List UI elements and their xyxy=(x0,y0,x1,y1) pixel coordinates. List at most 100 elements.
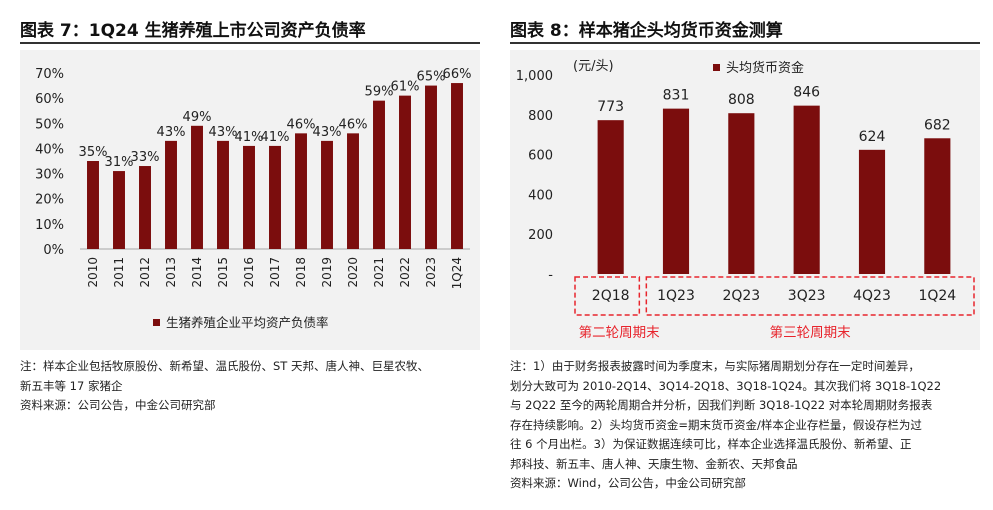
y-tick-label: 20% xyxy=(35,193,64,208)
data-label: 773 xyxy=(597,99,624,115)
x-tick-label: 2019 xyxy=(320,257,334,288)
right-title-rule xyxy=(510,42,980,44)
right-source-line: 资料来源：Wind，公司公告，中金公司研究部 xyxy=(510,476,746,490)
data-label: 46% xyxy=(339,117,368,132)
x-tick-label: 2010 xyxy=(86,257,100,288)
x-tick-label: 2Q18 xyxy=(592,288,630,304)
y-tick-label: 0% xyxy=(43,243,64,258)
bar xyxy=(191,125,203,249)
x-tick-label: 1Q24 xyxy=(918,288,956,304)
x-tick-label: 1Q24 xyxy=(450,257,464,289)
data-label: 831 xyxy=(663,88,690,104)
data-label: 49% xyxy=(183,110,212,125)
y-tick-label: 60% xyxy=(35,92,64,107)
y-tick-label: 600 xyxy=(528,149,553,164)
left-figure-title: 图表 7：1Q24 生猪养殖上市公司资产负债率 xyxy=(20,21,366,41)
group-label: 第三轮周期末 xyxy=(770,324,851,341)
bar xyxy=(728,113,755,274)
x-tick-label: 2015 xyxy=(216,257,230,288)
legend-swatch xyxy=(153,319,160,326)
bar xyxy=(139,166,151,249)
bar xyxy=(425,85,437,249)
bar xyxy=(597,120,624,274)
bar xyxy=(858,149,886,274)
data-label: 682 xyxy=(924,117,951,133)
left-source-line: 资料来源：公司公告，中金公司研究部 xyxy=(20,398,216,412)
x-tick-label: 2022 xyxy=(398,257,412,288)
bar xyxy=(924,138,951,274)
right-bar-chart: (元/头) - 200 400 600 800 1,000 头均货币资金 773 2Q18 831 1… xyxy=(510,50,980,350)
left-notes: 注：样本企业包括牧原股份、新希望、温氏股份、ST 天邦、唐人神、巨星农牧、 新五… xyxy=(20,357,480,416)
bar xyxy=(113,171,125,249)
right-note-line: 划分大致可为 2010-2Q14、3Q14-2Q18、3Q18-1Q24。其次我… xyxy=(510,378,942,393)
data-label: 43% xyxy=(209,125,238,140)
y-tick-label: 40% xyxy=(35,142,64,157)
x-tick-label: 2012 xyxy=(138,257,152,288)
x-tick-label: 1Q23 xyxy=(657,288,695,304)
data-label: 59% xyxy=(365,85,394,100)
bar xyxy=(295,133,307,249)
legend-label: 头均货币资金 xyxy=(726,60,804,76)
bar xyxy=(243,145,255,249)
y-axis-unit: (元/头) xyxy=(573,59,614,74)
y-tick-label: 70% xyxy=(35,67,64,82)
y-tick-label: 400 xyxy=(528,188,553,203)
x-tick-label: 2016 xyxy=(242,257,256,288)
group-label: 第二轮周期末 xyxy=(579,324,660,341)
right-notes: 注：1）由于财务报表披露时间为季度末，与实际猪周期划分存在一定时间差异， 划分大… xyxy=(510,357,980,494)
data-label: 624 xyxy=(859,129,886,145)
bar xyxy=(451,83,463,249)
x-tick-label: 2014 xyxy=(190,257,204,288)
right-note-line: 往 6 个月出栏。3）为保证数据连续可比，样本企业选择温氏股份、新希望、正 xyxy=(510,437,912,451)
legend-swatch xyxy=(713,64,720,71)
y-tick-label: 1,000 xyxy=(516,69,553,84)
bar xyxy=(165,140,177,249)
bar xyxy=(399,95,411,249)
bar xyxy=(347,133,359,249)
x-tick-label: 2021 xyxy=(372,257,386,288)
y-tick-label: - xyxy=(548,268,553,283)
y-tick-label: 30% xyxy=(35,168,64,183)
data-label: 66% xyxy=(443,67,472,82)
bar xyxy=(321,140,333,249)
bar xyxy=(793,105,820,274)
y-tick-label: 50% xyxy=(35,117,64,132)
left-bar-chart: 0% 10% 20% 30% 40% 50% 60% 70% 35% 2010 31% 2011 33%… xyxy=(20,50,480,350)
group-frame xyxy=(574,276,641,316)
right-note-line: 存在持续影响。2）头均货币资金=期末货币资金/样本企业存栏量，假设存栏为过 xyxy=(510,417,922,432)
data-label: 35% xyxy=(79,145,108,160)
data-label: 43% xyxy=(157,125,186,140)
right-note-line: 邦科技、新五丰、唐人神、天康生物、金新农、天邦食品 xyxy=(510,456,798,471)
data-label: 61% xyxy=(391,80,420,95)
bar xyxy=(373,100,385,250)
bar xyxy=(217,140,229,249)
group-frame xyxy=(645,276,975,316)
x-tick-label: 2Q23 xyxy=(722,288,760,304)
data-label: 33% xyxy=(131,150,160,165)
left-note-line: 注：样本企业包括牧原股份、新希望、温氏股份、ST 天邦、唐人神、巨星农牧、 xyxy=(20,359,429,373)
data-label: 31% xyxy=(105,155,134,170)
data-label: 41% xyxy=(235,130,264,145)
x-tick-label: 4Q23 xyxy=(853,288,891,304)
left-note-line: 新五丰等 17 家猪企 xyxy=(20,378,123,393)
data-label: 41% xyxy=(261,130,290,145)
x-tick-label: 2013 xyxy=(164,257,178,288)
right-note-line: 与 2Q22 至今的两轮周期合并分析，因我们判断 3Q18-1Q22 对本轮周期… xyxy=(510,398,933,412)
right-figure-title: 图表 8：样本猪企头均货币资金测算 xyxy=(510,21,783,41)
data-label: 46% xyxy=(287,117,316,132)
bar xyxy=(269,145,281,249)
data-label: 846 xyxy=(793,85,820,101)
data-label: 808 xyxy=(728,92,755,108)
left-title-rule xyxy=(20,42,480,44)
y-tick-label: 10% xyxy=(35,218,64,233)
x-tick-label: 2011 xyxy=(112,257,126,288)
legend-label: 生猪养殖企业平均资产负债率 xyxy=(166,315,329,330)
right-note-line: 注：1）由于财务报表披露时间为季度末，与实际猪周期划分存在一定时间差异， xyxy=(510,359,920,373)
x-tick-label: 2020 xyxy=(346,257,360,288)
y-tick-label: 800 xyxy=(528,109,553,124)
x-tick-label: 2018 xyxy=(294,257,308,288)
bar xyxy=(87,161,99,249)
data-label: 65% xyxy=(417,70,446,85)
bar xyxy=(662,108,690,274)
data-label: 43% xyxy=(313,125,342,140)
